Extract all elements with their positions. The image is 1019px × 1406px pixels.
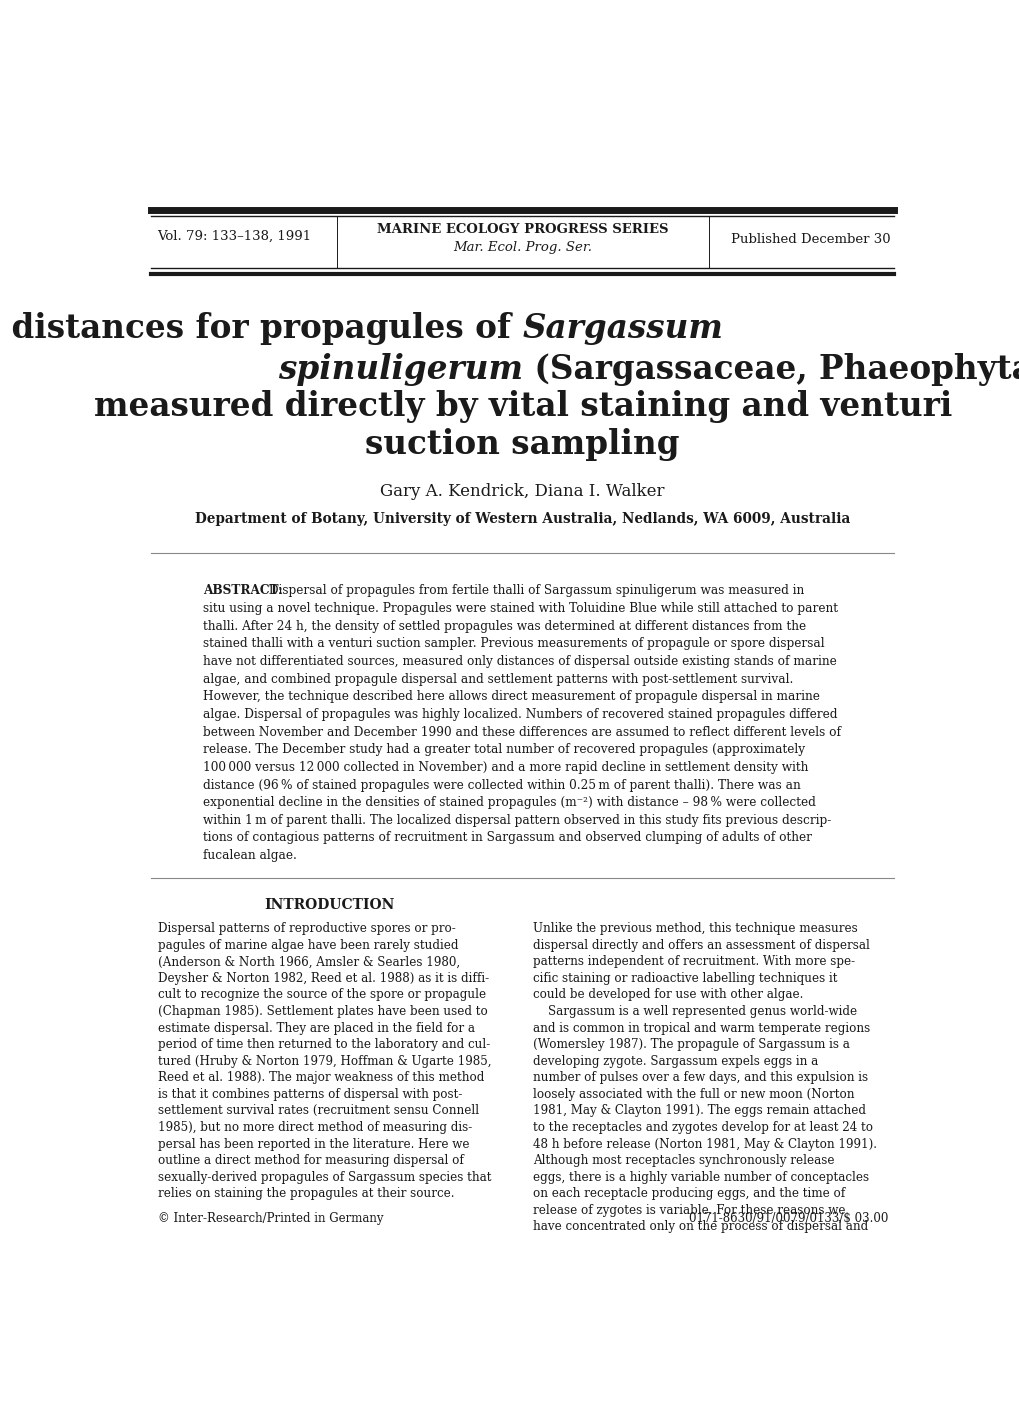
Text: 0171-8630/91/0079/0133/$ 03.00: 0171-8630/91/0079/0133/$ 03.00 xyxy=(688,1212,888,1226)
Text: 1985), but no more direct method of measuring dis-: 1985), but no more direct method of meas… xyxy=(157,1121,472,1135)
Text: developing zygote. Sargassum expels eggs in a: developing zygote. Sargassum expels eggs… xyxy=(533,1054,817,1067)
Text: on each receptacle producing eggs, and the time of: on each receptacle producing eggs, and t… xyxy=(533,1187,845,1201)
Text: Although most receptacles synchronously release: Although most receptacles synchronously … xyxy=(533,1154,834,1167)
Text: between November and December 1990 and these differences are assumed to reflect : between November and December 1990 and t… xyxy=(203,725,840,738)
Text: spinuligerum: spinuligerum xyxy=(277,353,522,385)
Text: Gary A. Kendrick, Diana I. Walker: Gary A. Kendrick, Diana I. Walker xyxy=(380,482,664,501)
Text: period of time then returned to the laboratory and cul-: period of time then returned to the labo… xyxy=(157,1038,489,1052)
Text: distance (96 % of stained propagules were collected within 0.25 m of parent thal: distance (96 % of stained propagules wer… xyxy=(203,779,800,792)
Text: (Womersley 1987). The propagule of Sargassum is a: (Womersley 1987). The propagule of Sarga… xyxy=(533,1038,849,1052)
Text: Dispersal of propagules from fertile thalli of Sargassum spinuligerum was measur: Dispersal of propagules from fertile tha… xyxy=(265,585,804,598)
Text: cific staining or radioactive labelling techniques it: cific staining or radioactive labelling … xyxy=(533,972,837,986)
Text: situ using a novel technique. Propagules were stained with Toluidine Blue while : situ using a novel technique. Propagules… xyxy=(203,602,837,614)
Text: Deysher & Norton 1982, Reed et al. 1988) as it is diffi-: Deysher & Norton 1982, Reed et al. 1988)… xyxy=(157,972,488,986)
Text: within 1 m of parent thalli. The localized dispersal pattern observed in this st: within 1 m of parent thalli. The localiz… xyxy=(203,814,830,827)
Text: exponential decline in the densities of stained propagules (m⁻²) with distance –: exponential decline in the densities of … xyxy=(203,796,814,810)
Text: loosely associated with the full or new moon (Norton: loosely associated with the full or new … xyxy=(533,1088,854,1101)
Text: tions of contagious patterns of recruitment in Sargassum and observed clumping o: tions of contagious patterns of recruitm… xyxy=(203,831,811,845)
Text: INTRODUCTION: INTRODUCTION xyxy=(264,898,394,912)
Text: sexually-derived propagules of Sargassum species that: sexually-derived propagules of Sargassum… xyxy=(157,1171,490,1184)
Text: persal has been reported in the literature. Here we: persal has been reported in the literatu… xyxy=(157,1137,469,1150)
Text: 100 000 versus 12 000 collected in November) and a more rapid decline in settlem: 100 000 versus 12 000 collected in Novem… xyxy=(203,761,807,773)
Text: thalli. After 24 h, the density of settled propagules was determined at differen: thalli. After 24 h, the density of settl… xyxy=(203,620,805,633)
Text: to the receptacles and zygotes develop for at least 24 to: to the receptacles and zygotes develop f… xyxy=(533,1121,872,1135)
Text: settlement survival rates (recruitment sensu Connell: settlement survival rates (recruitment s… xyxy=(157,1105,478,1118)
Text: ABSTRACT:: ABSTRACT: xyxy=(203,585,282,598)
Text: 48 h before release (Norton 1981, May & Clayton 1991).: 48 h before release (Norton 1981, May & … xyxy=(533,1137,876,1150)
Text: tured (Hruby & Norton 1979, Hoffman & Ugarte 1985,: tured (Hruby & Norton 1979, Hoffman & Ug… xyxy=(157,1054,490,1067)
Text: Mar. Ecol. Prog. Ser.: Mar. Ecol. Prog. Ser. xyxy=(452,242,592,254)
Text: fucalean algae.: fucalean algae. xyxy=(203,849,297,862)
Text: Dispersal patterns of reproductive spores or pro-: Dispersal patterns of reproductive spore… xyxy=(157,922,454,935)
Text: Published December 30: Published December 30 xyxy=(731,232,891,246)
Text: Sargassum: Sargassum xyxy=(522,312,722,346)
Text: release of zygotes is variable. For these reasons we: release of zygotes is variable. For thes… xyxy=(533,1204,845,1216)
Text: cult to recognize the source of the spore or propagule: cult to recognize the source of the spor… xyxy=(157,988,485,1001)
Text: suction sampling: suction sampling xyxy=(365,429,680,461)
Text: (Anderson & North 1966, Amsler & Searles 1980,: (Anderson & North 1966, Amsler & Searles… xyxy=(157,955,460,969)
Text: However, the technique described here allows direct measurement of propagule dis: However, the technique described here al… xyxy=(203,690,818,703)
Text: Sargassum is a well represented genus world-wide: Sargassum is a well represented genus wo… xyxy=(533,1005,856,1018)
Text: have not differentiated sources, measured only distances of dispersal outside ex: have not differentiated sources, measure… xyxy=(203,655,836,668)
Text: have concentrated only on the process of dispersal and: have concentrated only on the process of… xyxy=(533,1220,867,1233)
Text: stained thalli with a venturi suction sampler. Previous measurements of propagul: stained thalli with a venturi suction sa… xyxy=(203,637,823,651)
Text: release. The December study had a greater total number of recovered propagules (: release. The December study had a greate… xyxy=(203,744,804,756)
Text: (Sargassaceae, Phaeophyta): (Sargassaceae, Phaeophyta) xyxy=(522,353,1019,385)
Text: outline a direct method for measuring dispersal of: outline a direct method for measuring di… xyxy=(157,1154,463,1167)
Text: MARINE ECOLOGY PROGRESS SERIES: MARINE ECOLOGY PROGRESS SERIES xyxy=(377,222,667,236)
Text: © Inter-Research/Printed in Germany: © Inter-Research/Printed in Germany xyxy=(157,1212,383,1226)
Text: is that it combines patterns of dispersal with post-: is that it combines patterns of dispersa… xyxy=(157,1088,462,1101)
Text: Vol. 79: 133–138, 1991: Vol. 79: 133–138, 1991 xyxy=(157,229,311,242)
Text: and is common in tropical and warm temperate regions: and is common in tropical and warm tempe… xyxy=(533,1022,869,1035)
Text: (Chapman 1985). Settlement plates have been used to: (Chapman 1985). Settlement plates have b… xyxy=(157,1005,487,1018)
Text: eggs, there is a highly variable number of conceptacles: eggs, there is a highly variable number … xyxy=(533,1171,868,1184)
Text: 1981, May & Clayton 1991). The eggs remain attached: 1981, May & Clayton 1991). The eggs rema… xyxy=(533,1105,865,1118)
Text: dispersal directly and offers an assessment of dispersal: dispersal directly and offers an assessm… xyxy=(533,939,869,952)
Text: Dispersal distances for propagules of: Dispersal distances for propagules of xyxy=(0,312,522,346)
Text: pagules of marine algae have been rarely studied: pagules of marine algae have been rarely… xyxy=(157,939,458,952)
Text: Reed et al. 1988). The major weakness of this method: Reed et al. 1988). The major weakness of… xyxy=(157,1071,483,1084)
Text: measured directly by vital staining and venturi: measured directly by vital staining and … xyxy=(94,391,951,423)
Text: could be developed for use with other algae.: could be developed for use with other al… xyxy=(533,988,803,1001)
Text: number of pulses over a few days, and this expulsion is: number of pulses over a few days, and th… xyxy=(533,1071,867,1084)
Text: algae, and combined propagule dispersal and settlement patterns with post-settle: algae, and combined propagule dispersal … xyxy=(203,672,792,686)
Text: algae. Dispersal of propagules was highly localized. Numbers of recovered staine: algae. Dispersal of propagules was highl… xyxy=(203,709,837,721)
Text: patterns independent of recruitment. With more spe-: patterns independent of recruitment. Wit… xyxy=(533,955,854,969)
Text: Unlike the previous method, this technique measures: Unlike the previous method, this techniq… xyxy=(533,922,857,935)
Text: relies on staining the propagules at their source.: relies on staining the propagules at the… xyxy=(157,1187,453,1201)
Text: Department of Botany, University of Western Australia, Nedlands, WA 6009, Austra: Department of Botany, University of West… xyxy=(195,513,850,526)
Text: estimate dispersal. They are placed in the field for a: estimate dispersal. They are placed in t… xyxy=(157,1022,474,1035)
